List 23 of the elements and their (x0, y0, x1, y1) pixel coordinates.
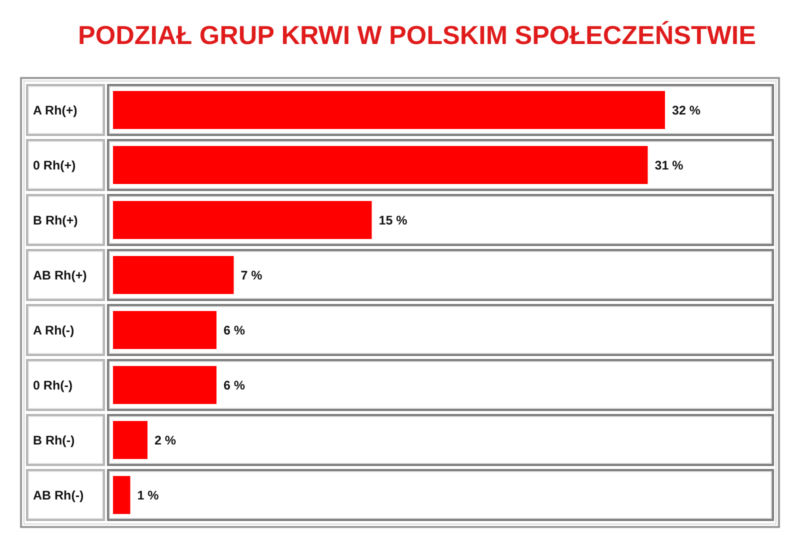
bar (113, 256, 234, 294)
y-tick-label: B Rh(-) (33, 434, 75, 448)
bar (113, 201, 372, 239)
y-tick-label: A Rh(+) (33, 104, 78, 118)
data-label: 15 % (378, 214, 408, 228)
chart-title: PODZIAŁ GRUP KRWI W POLSKIM SPOŁECZEŃSTWIE (78, 20, 756, 50)
data-label: 6 % (224, 378, 246, 392)
bar (113, 421, 148, 459)
bar (113, 476, 130, 514)
bar (113, 311, 216, 349)
y-tick-label: AB Rh(+) (33, 268, 87, 282)
data-label: 32 % (672, 104, 700, 118)
data-label: 7 % (240, 268, 262, 282)
y-tick-label: AB Rh(-) (33, 488, 84, 502)
data-label: 6 % (224, 324, 246, 338)
data-label: 1 % (137, 488, 159, 502)
bar (113, 366, 216, 404)
y-tick-label: 0 Rh(+) (33, 158, 76, 172)
y-tick-label: A Rh(-) (33, 324, 74, 338)
y-tick-label: B Rh(+) (33, 214, 78, 228)
data-label: 2 % (154, 434, 176, 448)
data-label: 31 % (654, 158, 684, 172)
y-tick-label: 0 Rh(-) (33, 378, 73, 392)
